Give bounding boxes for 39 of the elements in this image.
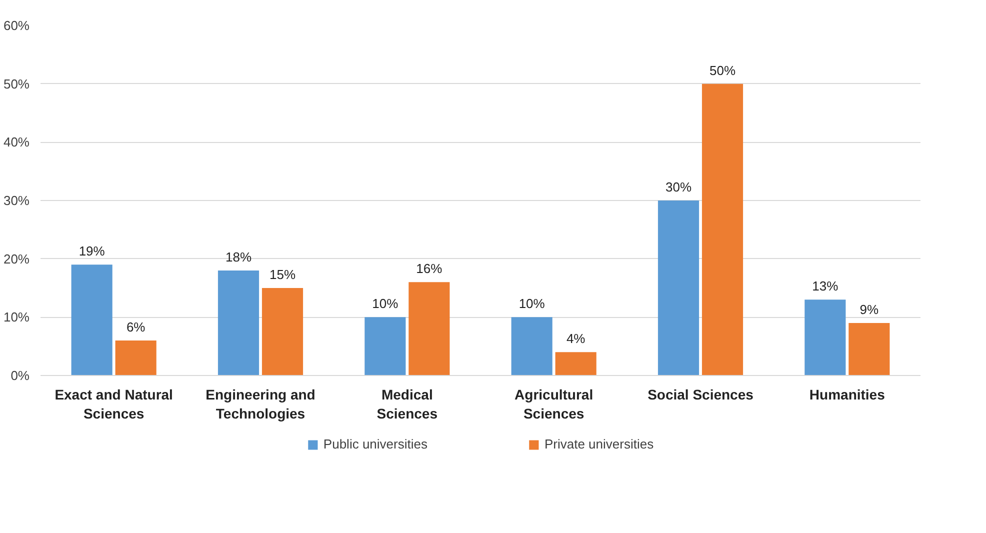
bar: [218, 270, 260, 376]
x-tick-label: Social Sciences: [648, 386, 754, 402]
x-tick-label: Engineering and Technologies: [206, 386, 316, 422]
data-label: 16%: [416, 261, 443, 276]
bar: [702, 84, 744, 376]
y-tick-label: 50%: [3, 76, 30, 92]
y-tick-label: 20%: [3, 251, 30, 266]
data-label: 13%: [812, 278, 839, 294]
bar: [555, 352, 596, 376]
bar: [115, 340, 156, 376]
data-label: 30%: [665, 180, 692, 194]
bar: [848, 323, 890, 376]
legend-label: Public universities: [323, 436, 428, 452]
data-label: 50%: [709, 62, 736, 78]
data-label: 15%: [269, 267, 296, 282]
legend-label: Private universities: [544, 436, 654, 452]
data-label: 10%: [372, 296, 399, 312]
data-label: 9%: [860, 302, 879, 317]
data-label: 4%: [566, 331, 586, 346]
data-label: 6%: [126, 320, 146, 334]
y-tick-label: 0%: [10, 368, 30, 383]
x-tick-label: Medical Sciences: [376, 386, 438, 422]
x-tick-label: Humanities: [809, 386, 886, 402]
x-tick-label: Agricultural Sciences: [514, 386, 594, 422]
y-tick-label: 40%: [3, 134, 30, 150]
bar: [804, 300, 846, 376]
bar: [408, 282, 450, 376]
x-tick-label: Exact and Natural Sciences: [54, 386, 173, 422]
data-label: 10%: [518, 296, 546, 312]
data-label: 19%: [78, 244, 106, 259]
bar: [658, 200, 700, 376]
bar: [71, 264, 112, 376]
y-tick-label: 10%: [3, 310, 30, 325]
y-tick-label: 30%: [3, 193, 30, 208]
bar: [511, 317, 552, 376]
bar: [262, 288, 304, 376]
bar: [364, 317, 406, 376]
y-tick-label: 60%: [3, 18, 30, 33]
data-label: 18%: [225, 250, 252, 264]
